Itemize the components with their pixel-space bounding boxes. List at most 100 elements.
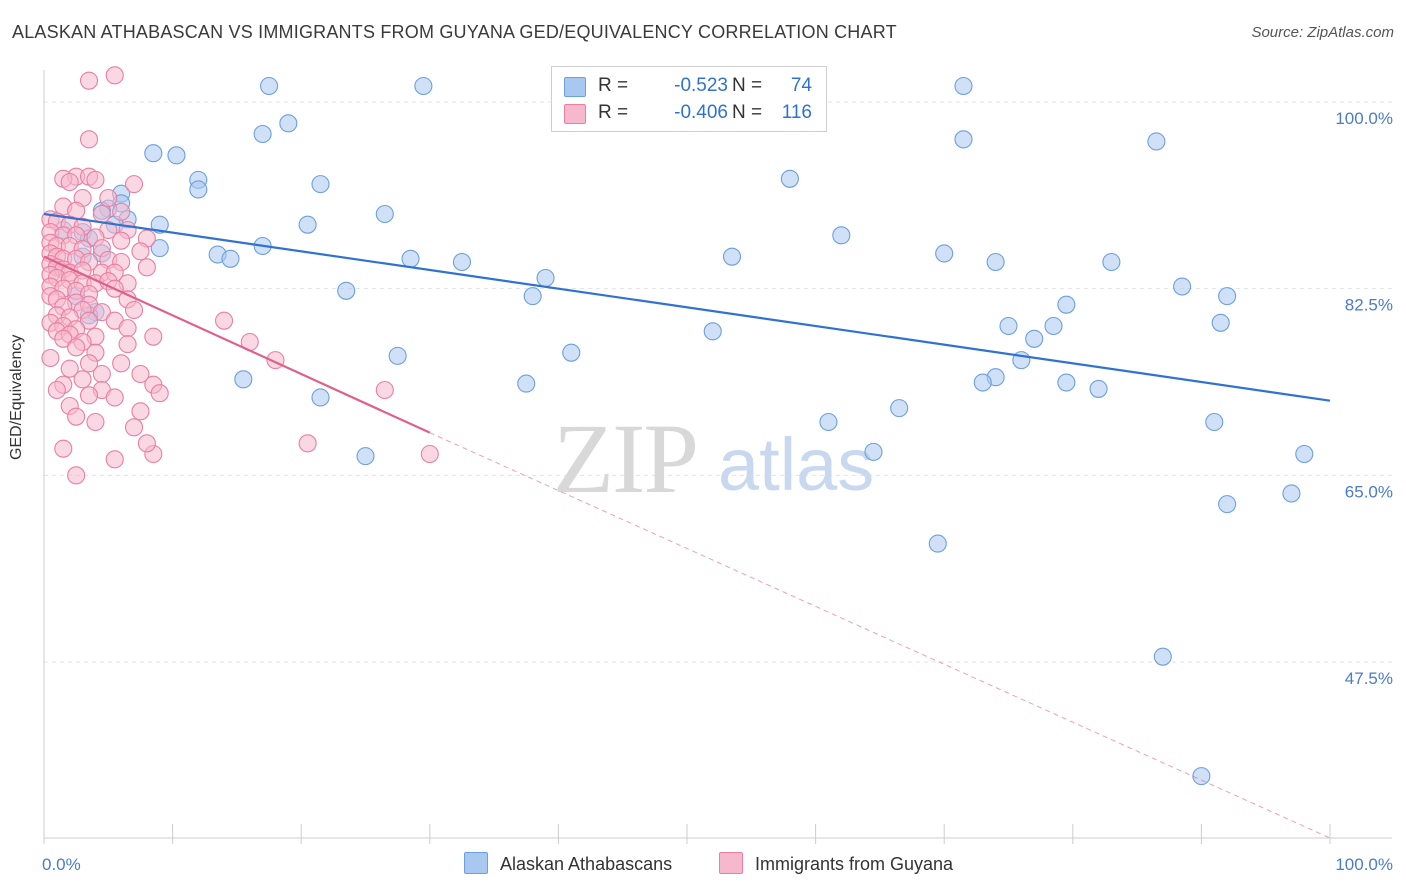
athabascan-point <box>150 215 169 234</box>
y-tick-label: 100.0% <box>1335 109 1393 128</box>
n-label: N = <box>732 102 763 123</box>
athabascan-trend-line <box>43 212 1331 402</box>
athabascan-point <box>935 244 954 263</box>
guyana-point <box>131 364 150 384</box>
guyana-point <box>124 300 144 320</box>
athabascan-point <box>1173 277 1192 296</box>
guyana-point <box>112 354 131 373</box>
guyana-point <box>105 66 124 85</box>
guyana-point <box>41 348 60 368</box>
watermark-zip: ZIP <box>553 403 697 514</box>
athabascan-point <box>536 268 555 288</box>
guyana-point <box>79 311 99 330</box>
athabascan-point <box>722 247 742 266</box>
guyana-trend-line <box>43 255 431 434</box>
athabascan-point <box>890 399 909 418</box>
guyana-point <box>112 202 131 221</box>
y-tick-labels: 100.0% 82.5% 65.0% 47.5% <box>1335 109 1393 688</box>
legend-swatch-pink <box>719 852 743 874</box>
legend-label: Alaskan Athabascans <box>500 854 673 874</box>
stats-swatch-pink <box>564 104 586 124</box>
athabascan-point <box>414 76 433 96</box>
chart-title: ALASKAN ATHABASCAN VS IMMIGRANTS FROM GU… <box>12 22 897 42</box>
n-value: 74 <box>790 75 812 96</box>
guyana-point <box>375 380 394 400</box>
athabascan-point <box>954 130 973 149</box>
athabascan-point <box>259 76 279 96</box>
guyana-point <box>137 434 156 453</box>
athabascan-point <box>311 388 330 407</box>
guyana-point <box>79 386 99 405</box>
trend-lines <box>43 212 1331 839</box>
legend-item-athabascans: Alaskan Athabascans <box>464 852 672 878</box>
guyana-point <box>47 380 66 400</box>
axes <box>43 70 1392 844</box>
guyana-point <box>86 170 105 189</box>
athabascan-point <box>1025 329 1044 348</box>
legend-item-guyana: Immigrants from Guyana <box>719 852 953 878</box>
data-points <box>41 66 1314 786</box>
y-tick-label: 65.0% <box>1345 482 1393 501</box>
guyana-point <box>105 450 124 469</box>
athabascan-point <box>452 252 472 272</box>
athabascan-point <box>1147 132 1166 151</box>
athabascan-point <box>1218 287 1237 306</box>
athabascan-point <box>986 252 1005 272</box>
guyana-point <box>214 311 234 330</box>
guyana-point <box>420 444 439 464</box>
watermark-atlas: atlas <box>718 423 874 506</box>
legend-label: Immigrants from Guyana <box>755 854 954 874</box>
guyana-point <box>79 130 99 149</box>
athabascan-point <box>298 215 317 234</box>
athabascan-point <box>1211 313 1230 332</box>
athabascan-point <box>780 169 799 188</box>
guyana-point <box>92 204 111 224</box>
guyana-point <box>67 407 86 426</box>
athabascan-point <box>337 281 356 300</box>
athabascan-point <box>401 249 420 268</box>
athabascan-point <box>1205 412 1224 432</box>
x-tick-label: 100.0% <box>1335 855 1393 874</box>
guyana-point <box>150 384 169 403</box>
athabascan-point <box>1153 647 1172 666</box>
watermark: ZIP atlas <box>553 403 874 514</box>
guyana-point <box>92 303 111 322</box>
stats-box: R = -0.523 N = 74 R = -0.406 N = 116 <box>551 66 827 132</box>
athabascan-point <box>388 346 407 365</box>
x-tick-label: 0.0% <box>42 855 81 874</box>
athabascan-point <box>928 534 947 553</box>
athabascan-point <box>1057 295 1076 314</box>
guyana-point <box>298 434 317 453</box>
athabascan-point <box>144 144 163 163</box>
guyana-point <box>54 439 73 458</box>
guyana-point <box>131 242 150 261</box>
athabascan-point <box>819 412 838 432</box>
y-tick-label: 82.5% <box>1345 296 1393 315</box>
athabascan-point <box>279 114 298 133</box>
athabascan-point <box>1282 484 1301 503</box>
r-label: R = <box>598 75 629 96</box>
x-tick-labels: 0.0% 100.0% <box>42 855 1393 874</box>
athabascan-point <box>150 239 169 258</box>
guyana-point <box>54 329 73 348</box>
guyana-point <box>60 359 79 378</box>
athabascan-point <box>356 447 375 466</box>
guyana-point <box>144 327 163 346</box>
guyana-point <box>124 175 144 194</box>
athabascan-point <box>1044 316 1063 336</box>
athabascan-point <box>864 442 883 461</box>
athabascan-point <box>375 204 394 224</box>
guyana-point <box>131 402 150 421</box>
guyana-point <box>118 335 137 354</box>
guyana-point <box>124 418 144 437</box>
guyana-point <box>86 412 105 432</box>
source-note: Source: ZipAtlas.com <box>1251 24 1394 41</box>
guyana-point <box>67 338 86 357</box>
guyana-point <box>137 258 156 277</box>
athabascan-point <box>1089 379 1108 398</box>
r-label: R = <box>598 102 629 123</box>
athabascan-point <box>253 124 272 144</box>
guyana-point <box>67 466 86 485</box>
athabascan-point <box>311 175 330 194</box>
guyana-point <box>118 319 137 338</box>
